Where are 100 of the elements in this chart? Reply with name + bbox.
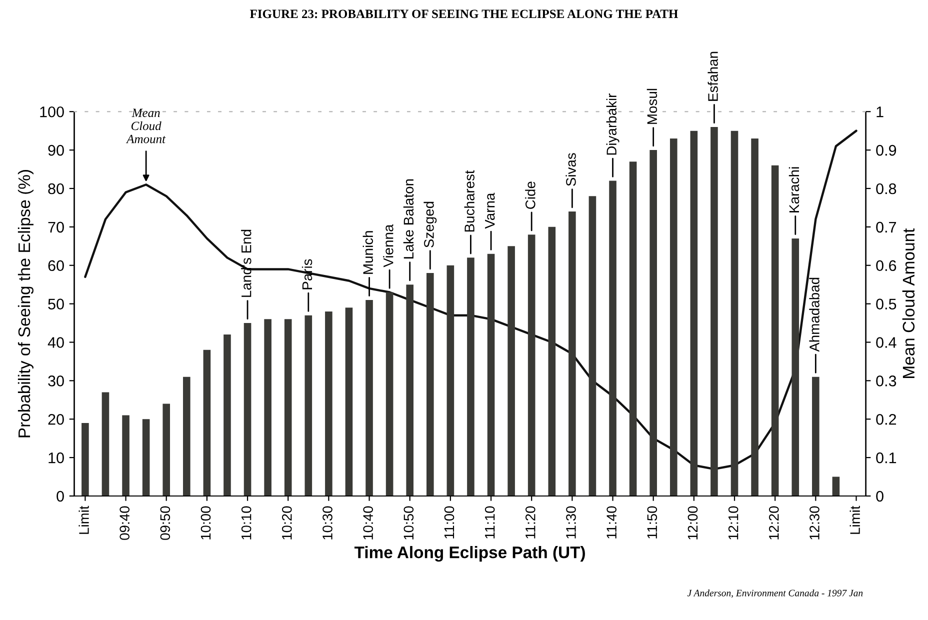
- bar: [264, 319, 272, 496]
- x-tick-label: 10:30: [322, 506, 332, 540]
- bar: [751, 138, 758, 496]
- y-tick-label: 90: [48, 144, 64, 156]
- bar: [528, 234, 536, 496]
- bar: [588, 196, 596, 496]
- y2-tick-label: 0.5: [876, 298, 896, 310]
- x-tick-label: 11:30: [566, 506, 576, 538]
- annotation: Land's End: [241, 230, 252, 297]
- y-tick-label: 80: [48, 183, 64, 194]
- x-tick-label: 10:40: [363, 506, 374, 540]
- bar: [730, 130, 738, 496]
- y2-tick-label: 0.3: [876, 376, 896, 386]
- x-tick-label: Limit: [78, 506, 89, 534]
- y2-tick-label: 0.9: [876, 144, 896, 156]
- x-tick-label: Limit: [850, 506, 860, 534]
- x-tick-label: 11:50: [647, 506, 658, 538]
- bar: [568, 212, 576, 496]
- annotation: Munich: [362, 231, 374, 274]
- annotation: Varna: [485, 192, 495, 229]
- bar: [426, 273, 434, 496]
- bar: [690, 130, 698, 496]
- bar: [467, 258, 474, 496]
- y-tick-label: 100: [40, 106, 64, 118]
- bar: [487, 254, 495, 496]
- bar: [366, 300, 373, 496]
- y2-tick-label: 1: [876, 106, 884, 118]
- bar: [284, 319, 292, 496]
- bar: [609, 180, 616, 496]
- bar: [832, 476, 840, 496]
- y2-tick-label: 0.8: [876, 183, 896, 194]
- bar: [122, 415, 130, 496]
- y-tick-label: 40: [48, 337, 64, 348]
- annotation: Vienna: [383, 224, 394, 268]
- annotation: Mosul: [646, 88, 658, 124]
- y-axis-title: Probability of Seeing the Eclipse (%): [18, 170, 34, 438]
- bar: [792, 238, 800, 496]
- x-tick-label: 09:50: [160, 506, 170, 540]
- annotation: Diyarbakir: [606, 94, 620, 155]
- y2-tick-label: 0.6: [876, 260, 896, 272]
- bar: [82, 422, 89, 496]
- y2-tick-label: 0.1: [876, 452, 896, 464]
- x-tick-label: 11:10: [484, 506, 495, 538]
- bar: [142, 419, 150, 496]
- x-tick-label: 11:00: [444, 506, 454, 538]
- x-tick-label: 10:20: [282, 506, 292, 540]
- bar: [670, 138, 678, 496]
- x-tick-label: 12:00: [688, 506, 698, 540]
- annotation: Bucharest: [464, 170, 474, 232]
- chart-title: FIGURE 23: PROBABILITY OF SEEING THE ECLIPSE ALONG THE PATH: [250, 10, 678, 18]
- bar: [650, 150, 657, 496]
- bar: [304, 315, 312, 496]
- x-tick-label: 12:10: [728, 506, 738, 540]
- bar: [812, 376, 820, 496]
- x-tick-label: 11:20: [525, 506, 536, 538]
- x-axis-title: Time Along Eclipse Path (UT): [354, 546, 585, 562]
- bar: [771, 165, 779, 496]
- bar: [244, 323, 252, 496]
- annotation: Ahmadabad: [809, 278, 820, 352]
- y-tick-label: 70: [48, 222, 64, 233]
- annotation: Sivas: [566, 153, 576, 186]
- bar: [710, 126, 718, 496]
- y-tick-label: 30: [48, 376, 64, 386]
- annotation: Karachi: [788, 167, 800, 212]
- bar: [183, 376, 190, 496]
- x-tick-label: 10:00: [200, 506, 211, 540]
- x-tick-label: 10:10: [241, 506, 252, 540]
- y2-tick-label: 0: [876, 490, 884, 502]
- x-tick-label: 09:40: [120, 506, 130, 540]
- annotation: Paris: [302, 259, 312, 290]
- y-tick-label: 50: [48, 298, 64, 310]
- bar: [508, 246, 515, 496]
- y2-tick-label: 0.4: [876, 337, 896, 348]
- y2-tick-label: 0.2: [876, 414, 896, 425]
- x-tick-label: 10:50: [404, 506, 414, 540]
- bar: [102, 392, 110, 496]
- bar: [386, 292, 394, 496]
- bar: [325, 311, 332, 496]
- annotation: Cide: [525, 182, 536, 209]
- bar: [162, 404, 170, 496]
- bar: [345, 308, 353, 496]
- bar: [406, 284, 414, 496]
- annotation: Lake Balaton: [403, 179, 414, 258]
- y-tick-label: 0: [56, 490, 64, 502]
- annotation: Szeged: [424, 202, 437, 248]
- bar: [224, 334, 231, 496]
- y-tick-label: 60: [48, 260, 64, 272]
- x-tick-label: 12:20: [768, 506, 779, 540]
- x-tick-label: 12:30: [810, 506, 820, 540]
- x-tick-label: 11:40: [606, 506, 616, 538]
- y-tick-label: 10: [48, 452, 64, 464]
- bar: [629, 162, 637, 496]
- y2-axis-title: Mean Cloud Amount: [902, 228, 915, 378]
- annotation: Mean Cloud Amount: [126, 108, 166, 144]
- annotation: Esfahan: [708, 52, 718, 101]
- y-tick-label: 20: [48, 414, 64, 425]
- y2-tick-label: 0.7: [876, 222, 896, 233]
- text: J Anderson, Environment Canada - 1997 Jan: [687, 589, 863, 598]
- bar: [548, 226, 556, 496]
- bar: [446, 265, 454, 496]
